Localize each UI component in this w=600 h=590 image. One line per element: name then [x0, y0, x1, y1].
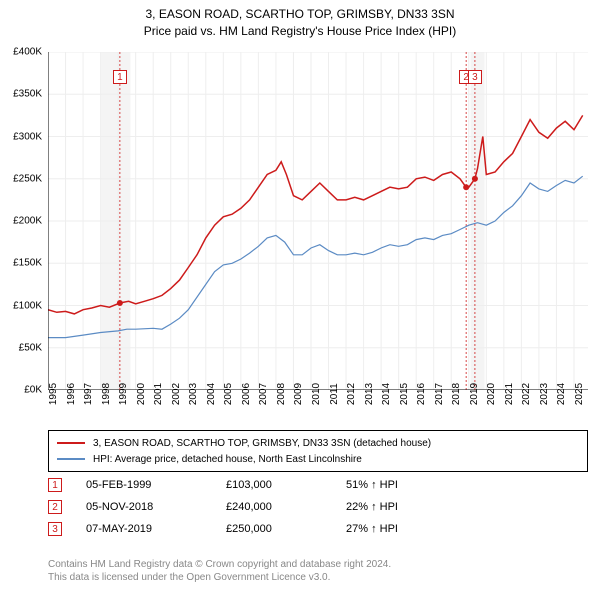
x-tick-label: 2010	[311, 383, 322, 405]
x-tick-label: 1999	[118, 383, 129, 405]
chart-svg	[48, 52, 588, 390]
sale-pct: 22% ↑ HPI	[346, 501, 466, 513]
title-line-1: 3, EASON ROAD, SCARTHO TOP, GRIMSBY, DN3…	[0, 6, 600, 23]
y-tick-label: £200K	[13, 216, 42, 227]
legend-label: 3, EASON ROAD, SCARTHO TOP, GRIMSBY, DN3…	[93, 438, 431, 449]
sale-pct: 27% ↑ HPI	[346, 523, 466, 535]
y-tick-label: £50K	[19, 342, 42, 353]
x-tick-label: 2006	[241, 383, 252, 405]
x-tick-label: 2018	[451, 383, 462, 405]
y-tick-label: £100K	[13, 300, 42, 311]
x-tick-label: 2022	[521, 383, 532, 405]
x-tick-label: 2017	[434, 383, 445, 405]
sale-row: 3 07-MAY-2019£250,00027% ↑ HPI	[48, 522, 588, 536]
sale-price: £103,000	[226, 479, 346, 491]
legend: 3, EASON ROAD, SCARTHO TOP, GRIMSBY, DN3…	[48, 430, 588, 472]
title-line-2: Price paid vs. HM Land Registry's House …	[0, 23, 600, 40]
legend-row: HPI: Average price, detached house, Nort…	[57, 451, 579, 467]
footer: Contains HM Land Registry data © Crown c…	[48, 558, 391, 584]
chart-container: 3, EASON ROAD, SCARTHO TOP, GRIMSBY, DN3…	[0, 0, 600, 590]
sale-date: 05-FEB-1999	[86, 479, 226, 491]
x-tick-label: 2013	[364, 383, 375, 405]
x-tick-label: 2024	[556, 383, 567, 405]
x-tick-label: 1995	[48, 383, 59, 405]
legend-row: 3, EASON ROAD, SCARTHO TOP, GRIMSBY, DN3…	[57, 435, 579, 451]
sale-price: £250,000	[226, 523, 346, 535]
sale-badge: 3	[48, 522, 62, 536]
legend-swatch	[57, 442, 85, 444]
chart-area: £0K£50K£100K£150K£200K£250K£300K£350K£40…	[48, 52, 588, 390]
x-tick-label: 2011	[329, 383, 340, 405]
sale-badge: 1	[48, 478, 62, 492]
x-tick-label: 2004	[206, 383, 217, 405]
sale-price: £240,000	[226, 501, 346, 513]
legend-swatch	[57, 458, 85, 460]
x-tick-label: 2007	[258, 383, 269, 405]
x-tick-label: 1997	[83, 383, 94, 405]
sale-marker-badge: 1	[113, 70, 127, 84]
sale-marker-badge: 3	[468, 70, 482, 84]
sale-date: 05-NOV-2018	[86, 501, 226, 513]
x-tick-label: 2021	[504, 383, 515, 405]
sale-pct: 51% ↑ HPI	[346, 479, 466, 491]
x-tick-label: 2009	[293, 383, 304, 405]
sale-row: 2 05-NOV-2018£240,00022% ↑ HPI	[48, 500, 588, 514]
x-tick-label: 2020	[486, 383, 497, 405]
x-tick-label: 2005	[223, 383, 234, 405]
x-tick-label: 2012	[346, 383, 357, 405]
y-tick-label: £350K	[13, 89, 42, 100]
x-tick-label: 2003	[188, 383, 199, 405]
title-block: 3, EASON ROAD, SCARTHO TOP, GRIMSBY, DN3…	[0, 0, 600, 40]
footer-line-2: This data is licensed under the Open Gov…	[48, 571, 391, 584]
x-tick-label: 2001	[153, 383, 164, 405]
sale-date: 07-MAY-2019	[86, 523, 226, 535]
x-tick-label: 2019	[469, 383, 480, 405]
x-tick-label: 2002	[171, 383, 182, 405]
footer-line-1: Contains HM Land Registry data © Crown c…	[48, 558, 391, 571]
x-tick-label: 2015	[399, 383, 410, 405]
y-tick-label: £400K	[13, 47, 42, 58]
sale-badge: 2	[48, 500, 62, 514]
x-tick-label: 2025	[574, 383, 585, 405]
x-tick-label: 1998	[101, 383, 112, 405]
y-tick-label: £300K	[13, 131, 42, 142]
x-tick-label: 2014	[381, 383, 392, 405]
x-tick-label: 2008	[276, 383, 287, 405]
sale-row: 1 05-FEB-1999£103,00051% ↑ HPI	[48, 478, 588, 492]
legend-label: HPI: Average price, detached house, Nort…	[93, 454, 362, 465]
x-tick-label: 2023	[539, 383, 550, 405]
x-tick-label: 2000	[136, 383, 147, 405]
y-tick-label: £150K	[13, 258, 42, 269]
y-tick-label: £250K	[13, 173, 42, 184]
y-tick-label: £0K	[24, 385, 42, 396]
x-tick-label: 2016	[416, 383, 427, 405]
x-tick-label: 1996	[66, 383, 77, 405]
